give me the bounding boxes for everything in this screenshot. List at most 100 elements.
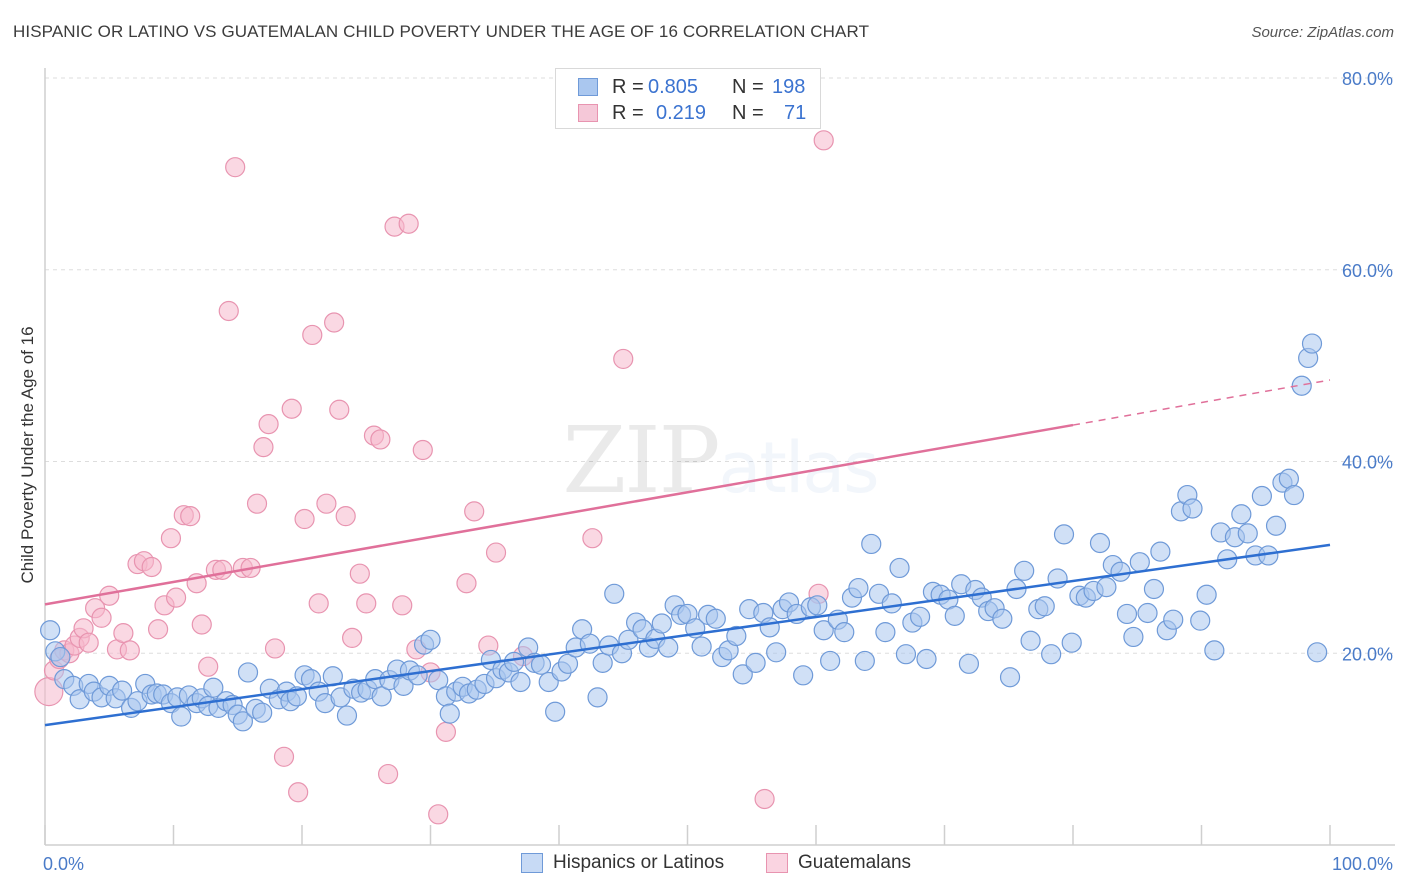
guatemalans-point: [258, 414, 279, 435]
hispanics-point: [203, 677, 224, 698]
guatemalans-point: [316, 493, 337, 514]
n-label: N =: [732, 76, 764, 98]
guatemalans-point: [582, 528, 603, 549]
hispanics-point: [658, 637, 679, 658]
hispanics-point: [895, 644, 917, 665]
n-label: N =: [732, 102, 764, 124]
guatemalans-point: [212, 559, 233, 580]
r-value: 0.805: [648, 76, 699, 98]
chart-title: HISPANIC OR LATINO VS GUATEMALAN CHILD P…: [13, 22, 870, 41]
hispanics-point: [545, 701, 566, 722]
y-tick-label: 20.0%: [1342, 644, 1393, 664]
hispanics-point: [1196, 584, 1217, 605]
hispanics-point: [759, 617, 780, 638]
guatemalans-point: [160, 528, 182, 549]
hispanics-point: [592, 652, 613, 673]
hispanics-point: [881, 593, 902, 614]
hispanics-point: [1020, 630, 1041, 651]
hispanics-point: [1041, 644, 1062, 665]
hispanics-point: [1301, 333, 1323, 354]
guatemalans-point: [370, 429, 391, 450]
hispanics-point: [530, 654, 552, 675]
hispanics-point: [848, 577, 869, 599]
hispanics-point: [651, 613, 672, 634]
guatemalans-point: [485, 542, 507, 563]
guatemalans-point: [165, 587, 187, 608]
hispanics-legend-swatch: [521, 853, 543, 873]
hispanics-point: [726, 625, 747, 647]
tick-labels: 20.0% 40.0% 60.0% 80.0% 0.0% 100.0%: [43, 69, 1393, 874]
hispanics-points: [40, 333, 1328, 732]
guatemalans-point: [398, 213, 419, 234]
guatemalans-point: [349, 563, 370, 584]
hispanics-point: [171, 706, 192, 727]
hispanics-point: [1061, 632, 1082, 653]
hispanics-point: [854, 650, 875, 672]
guatemalans-point: [308, 593, 329, 614]
guatemalans-point: [273, 746, 295, 767]
hispanics-point: [875, 622, 896, 643]
hispanics-point: [807, 595, 828, 616]
guatemalans-point: [264, 638, 286, 659]
hispanics-point: [587, 687, 608, 708]
guatemalans-point: [253, 437, 274, 458]
hispanics-point: [834, 622, 855, 643]
hispanics-legend-label: Hispanics or Latinos: [553, 852, 725, 873]
hispanics-point: [604, 583, 625, 604]
hispanics-point: [40, 620, 61, 641]
hispanics-point: [691, 636, 712, 657]
hispanics-point: [820, 650, 841, 672]
hispanics-point: [510, 671, 531, 693]
hispanics-point: [1190, 610, 1211, 631]
hispanics-point: [705, 608, 726, 629]
hispanics-point: [1163, 609, 1184, 630]
hispanics-point: [1110, 561, 1131, 582]
guatemalans-point: [288, 782, 309, 803]
guatemalans-point: [180, 506, 201, 527]
hispanics-point: [1116, 603, 1138, 625]
guatemalans-point: [464, 501, 485, 522]
hispanics-point: [909, 606, 931, 627]
watermark: ZIPatlas: [562, 407, 877, 514]
guatemalans-point: [342, 627, 363, 649]
hispanics-point: [232, 711, 253, 732]
guatemalans-point: [113, 623, 134, 644]
hispanics-point: [745, 652, 766, 673]
guatemalans-trend-extension: [1072, 379, 1331, 426]
hispanics-point: [1137, 602, 1158, 624]
guatemalans-legend-swatch: [766, 853, 788, 873]
hispanics-point: [1251, 485, 1272, 507]
hispanics-point: [252, 702, 273, 723]
guatemalans-legend-label: Guatemalans: [798, 852, 912, 873]
y-tick-label: 40.0%: [1342, 453, 1393, 473]
hispanics-point: [732, 664, 753, 685]
x-tick-label: 100.0%: [1332, 854, 1393, 874]
hispanics-point: [1089, 532, 1111, 554]
guatemalans-point: [119, 640, 140, 661]
hispanics-point: [1053, 524, 1075, 545]
stats-legend: R = 0.805 N = 198 R = 0.219 N = 71: [555, 68, 821, 129]
hispanics-point: [889, 557, 910, 579]
guatemalans-point: [392, 595, 413, 616]
guatemalans-point: [412, 439, 433, 461]
hispanics-point: [111, 680, 133, 701]
guatemalans-point: [141, 556, 162, 578]
guatemalans-point: [91, 607, 112, 628]
hispanics-point: [1150, 541, 1171, 562]
guatemalans-point: [428, 804, 449, 825]
hispanics-point: [1123, 626, 1144, 648]
guatemalans-point: [147, 619, 169, 640]
axes: [44, 68, 1395, 846]
hispanics-point: [1129, 552, 1150, 573]
n-value: 71: [784, 102, 807, 124]
source-credit: Source: ZipAtlas.com: [1251, 24, 1394, 41]
hispanics-point: [1291, 375, 1312, 396]
hispanics-point: [766, 642, 787, 663]
guatemalans-point: [456, 573, 477, 594]
hispanics-point: [439, 703, 460, 724]
guatemalans-point: [329, 399, 350, 420]
hispanics-point: [1237, 523, 1258, 544]
hispanics-trend-line: [44, 543, 1331, 727]
